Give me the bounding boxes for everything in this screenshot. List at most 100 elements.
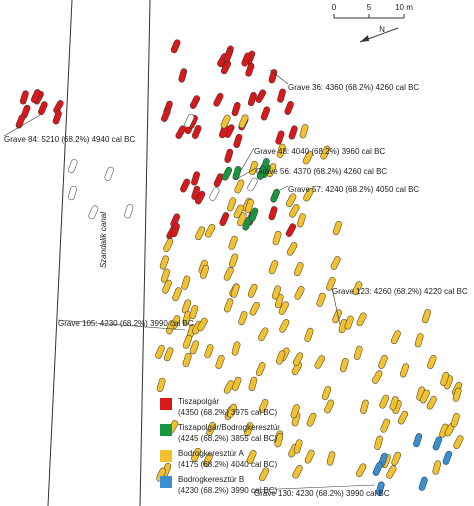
grave [248, 376, 258, 391]
grave [353, 345, 363, 360]
leader-line [253, 484, 376, 491]
grave [230, 283, 240, 298]
grave [320, 145, 331, 160]
grave [184, 113, 195, 128]
grave [182, 311, 192, 326]
grave [238, 114, 249, 129]
grave [170, 222, 180, 238]
legend-name: Tiszapolgár [178, 397, 219, 406]
grave [228, 253, 239, 268]
leader-line [57, 319, 186, 331]
grave [293, 439, 303, 454]
grave [299, 124, 309, 139]
grave [156, 377, 166, 392]
grave [170, 39, 181, 54]
grave [374, 435, 383, 450]
grave [238, 311, 248, 326]
grave [399, 363, 410, 378]
grave [197, 317, 208, 332]
grave [274, 433, 284, 448]
grave-label: Grave 48: 4040 (68.2%) 3960 cal BC [254, 147, 385, 156]
grave [450, 413, 460, 428]
grave [397, 410, 409, 425]
grave [379, 394, 390, 409]
grave [189, 95, 200, 109]
grave [453, 435, 464, 449]
grave [244, 422, 254, 437]
grave [325, 276, 336, 291]
grave [292, 352, 304, 366]
grave [182, 352, 192, 367]
canal-edge [139, 0, 151, 506]
grave [294, 286, 305, 300]
grave [213, 173, 224, 188]
grave [290, 404, 300, 419]
grave-label: Grave 56: 4370 (68.2%) 4260 cal BC [256, 167, 387, 176]
leader-line [331, 287, 341, 326]
grave [30, 89, 41, 103]
grave [15, 114, 26, 129]
grave [258, 399, 269, 413]
grave [332, 309, 342, 324]
grave [286, 193, 297, 207]
grave [223, 266, 234, 281]
grave [432, 460, 442, 475]
grave [231, 101, 241, 117]
north-arrow: N [359, 25, 399, 43]
grave [191, 171, 201, 186]
grave [339, 357, 349, 373]
grave [276, 143, 286, 158]
grave [215, 354, 225, 369]
grave [202, 453, 213, 467]
grave [421, 309, 432, 324]
scale-label: 5 [367, 3, 372, 12]
grave [160, 268, 171, 283]
north-label: N [379, 25, 385, 34]
grave [189, 340, 200, 355]
grave [432, 436, 443, 451]
grave [247, 177, 258, 192]
grave [232, 165, 242, 181]
grave [304, 327, 314, 342]
grave [291, 361, 303, 376]
grave [452, 387, 462, 402]
grave [391, 451, 402, 466]
grave [195, 226, 206, 241]
grave [330, 256, 341, 270]
grave [104, 166, 114, 181]
grave-label: Grave 57: 4240 (68.2%) 4050 cal BC [288, 185, 419, 194]
grave [227, 403, 237, 418]
legend-name: Bodrogkeresztúr A [178, 449, 244, 458]
leader-line [269, 69, 289, 85]
grave [227, 197, 237, 212]
grave [189, 304, 199, 320]
grave [419, 389, 430, 404]
grave [268, 260, 279, 275]
grave [414, 333, 424, 348]
leader-line [279, 185, 289, 191]
grave [223, 298, 234, 313]
grave [181, 275, 191, 290]
grave [360, 399, 369, 414]
legend-range: (4175 (68.2%) 4040 cal BC) [178, 460, 278, 469]
grave [247, 91, 257, 107]
grave [178, 68, 188, 83]
grave [209, 187, 220, 201]
grave-label: Grave 84: 5210 (68.2%) 4940 cal BC [4, 135, 135, 144]
grave [88, 205, 99, 220]
grave [390, 330, 401, 345]
grave [302, 150, 314, 165]
grave [172, 287, 182, 302]
grave [294, 262, 304, 277]
grave [159, 255, 169, 270]
grave [380, 418, 390, 433]
grave [344, 315, 354, 330]
grave [356, 463, 367, 477]
grave [332, 221, 342, 236]
grave [219, 212, 230, 226]
grave [256, 165, 267, 180]
grave [245, 62, 255, 77]
grave [180, 178, 191, 193]
grave [161, 108, 171, 122]
grave [231, 341, 241, 356]
